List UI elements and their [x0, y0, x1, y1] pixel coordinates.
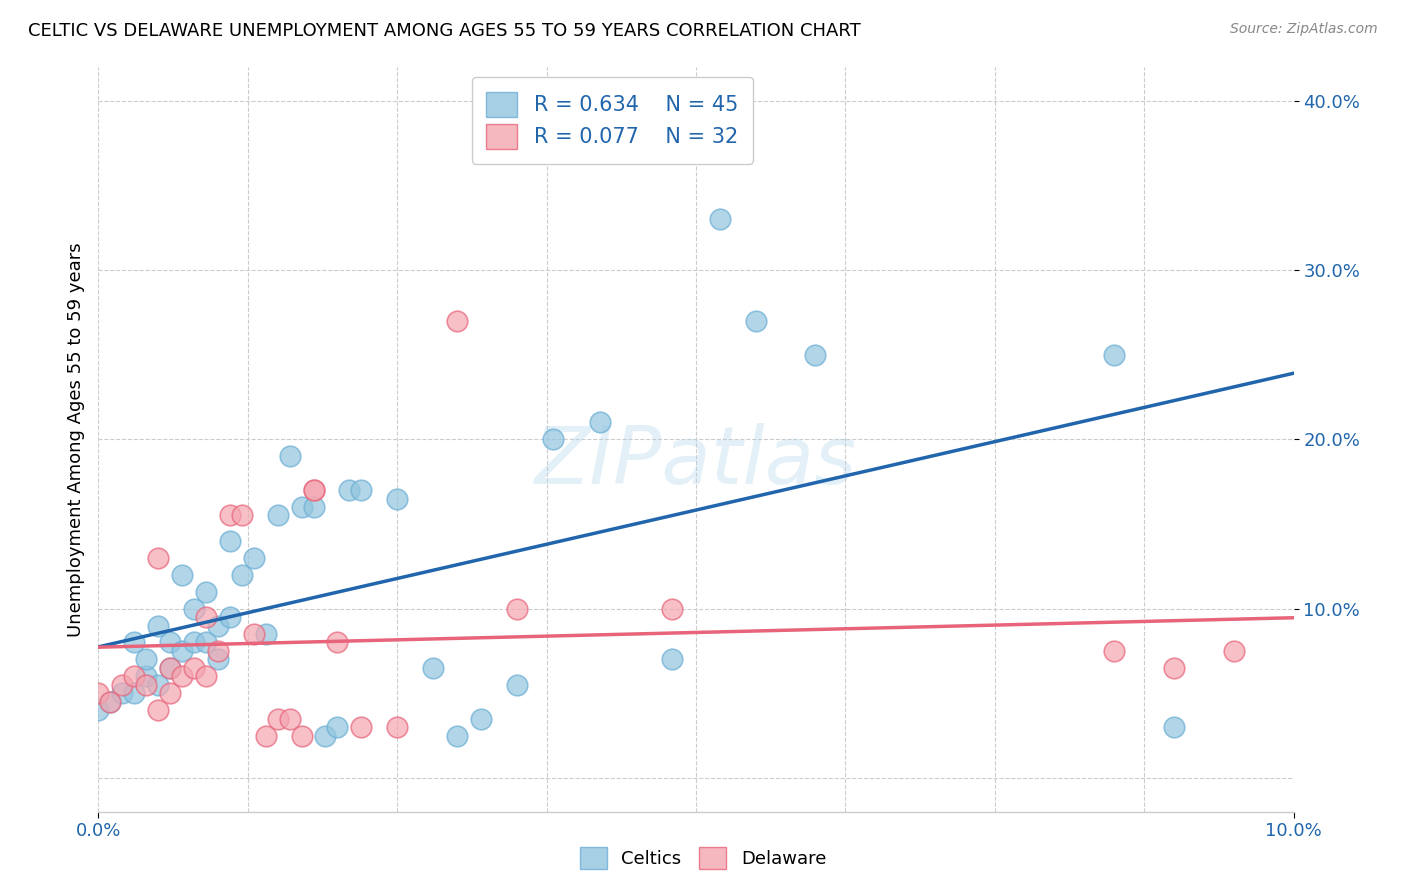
- Point: [470, 712, 492, 726]
- Point: [446, 729, 468, 743]
- Point: [506, 678, 529, 692]
- Point: [326, 635, 349, 649]
- Point: [219, 610, 242, 624]
- Point: [339, 483, 361, 497]
- Point: [231, 508, 253, 523]
- Point: [291, 729, 314, 743]
- Point: [804, 348, 827, 362]
- Point: [87, 686, 110, 700]
- Point: [278, 449, 301, 463]
- Point: [172, 669, 194, 683]
- Point: [172, 567, 194, 582]
- Point: [159, 635, 181, 649]
- Point: [1163, 720, 1185, 734]
- Point: [98, 695, 122, 709]
- Point: [207, 652, 229, 666]
- Point: [124, 635, 146, 649]
- Point: [709, 212, 731, 227]
- Point: [1104, 348, 1126, 362]
- Point: [111, 678, 134, 692]
- Point: [148, 618, 170, 632]
- Point: [1163, 661, 1185, 675]
- Point: [278, 712, 301, 726]
- Point: [446, 314, 468, 328]
- Point: [172, 644, 194, 658]
- Point: [98, 695, 122, 709]
- Point: [124, 686, 146, 700]
- Point: [422, 661, 444, 675]
- Point: [183, 635, 205, 649]
- Point: [231, 567, 253, 582]
- Point: [267, 508, 290, 523]
- Point: [195, 635, 218, 649]
- Point: [195, 584, 218, 599]
- Point: [243, 627, 266, 641]
- Point: [219, 508, 242, 523]
- Point: [302, 483, 325, 497]
- Point: [195, 610, 218, 624]
- Text: CELTIC VS DELAWARE UNEMPLOYMENT AMONG AGES 55 TO 59 YEARS CORRELATION CHART: CELTIC VS DELAWARE UNEMPLOYMENT AMONG AG…: [28, 22, 860, 40]
- Point: [302, 500, 325, 514]
- Point: [541, 432, 564, 446]
- Point: [207, 644, 229, 658]
- Point: [589, 416, 612, 430]
- Point: [326, 720, 349, 734]
- Point: [183, 661, 205, 675]
- Point: [385, 491, 409, 506]
- Point: [350, 720, 373, 734]
- Point: [159, 661, 181, 675]
- Point: [207, 618, 229, 632]
- Point: [135, 652, 157, 666]
- Point: [1223, 644, 1246, 658]
- Point: [267, 712, 290, 726]
- Point: [254, 627, 277, 641]
- Point: [124, 669, 146, 683]
- Point: [291, 500, 314, 514]
- Point: [254, 729, 277, 743]
- Point: [135, 678, 157, 692]
- Point: [661, 652, 683, 666]
- Point: [195, 669, 218, 683]
- Point: [183, 601, 205, 615]
- Text: Source: ZipAtlas.com: Source: ZipAtlas.com: [1230, 22, 1378, 37]
- Point: [87, 703, 110, 717]
- Point: [745, 314, 768, 328]
- Point: [159, 661, 181, 675]
- Point: [1104, 644, 1126, 658]
- Point: [506, 601, 529, 615]
- Point: [315, 729, 337, 743]
- Point: [243, 550, 266, 565]
- Legend: R = 0.634    N = 45, R = 0.077    N = 32: R = 0.634 N = 45, R = 0.077 N = 32: [471, 78, 754, 163]
- Point: [159, 686, 181, 700]
- Point: [148, 678, 170, 692]
- Point: [148, 550, 170, 565]
- Point: [661, 601, 683, 615]
- Y-axis label: Unemployment Among Ages 55 to 59 years: Unemployment Among Ages 55 to 59 years: [66, 242, 84, 637]
- Point: [350, 483, 373, 497]
- Point: [385, 720, 409, 734]
- Point: [302, 483, 325, 497]
- Point: [111, 686, 134, 700]
- Text: ZIPatlas: ZIPatlas: [534, 423, 858, 500]
- Legend: Celtics, Delaware: Celtics, Delaware: [571, 838, 835, 879]
- Point: [219, 533, 242, 548]
- Point: [135, 669, 157, 683]
- Point: [148, 703, 170, 717]
